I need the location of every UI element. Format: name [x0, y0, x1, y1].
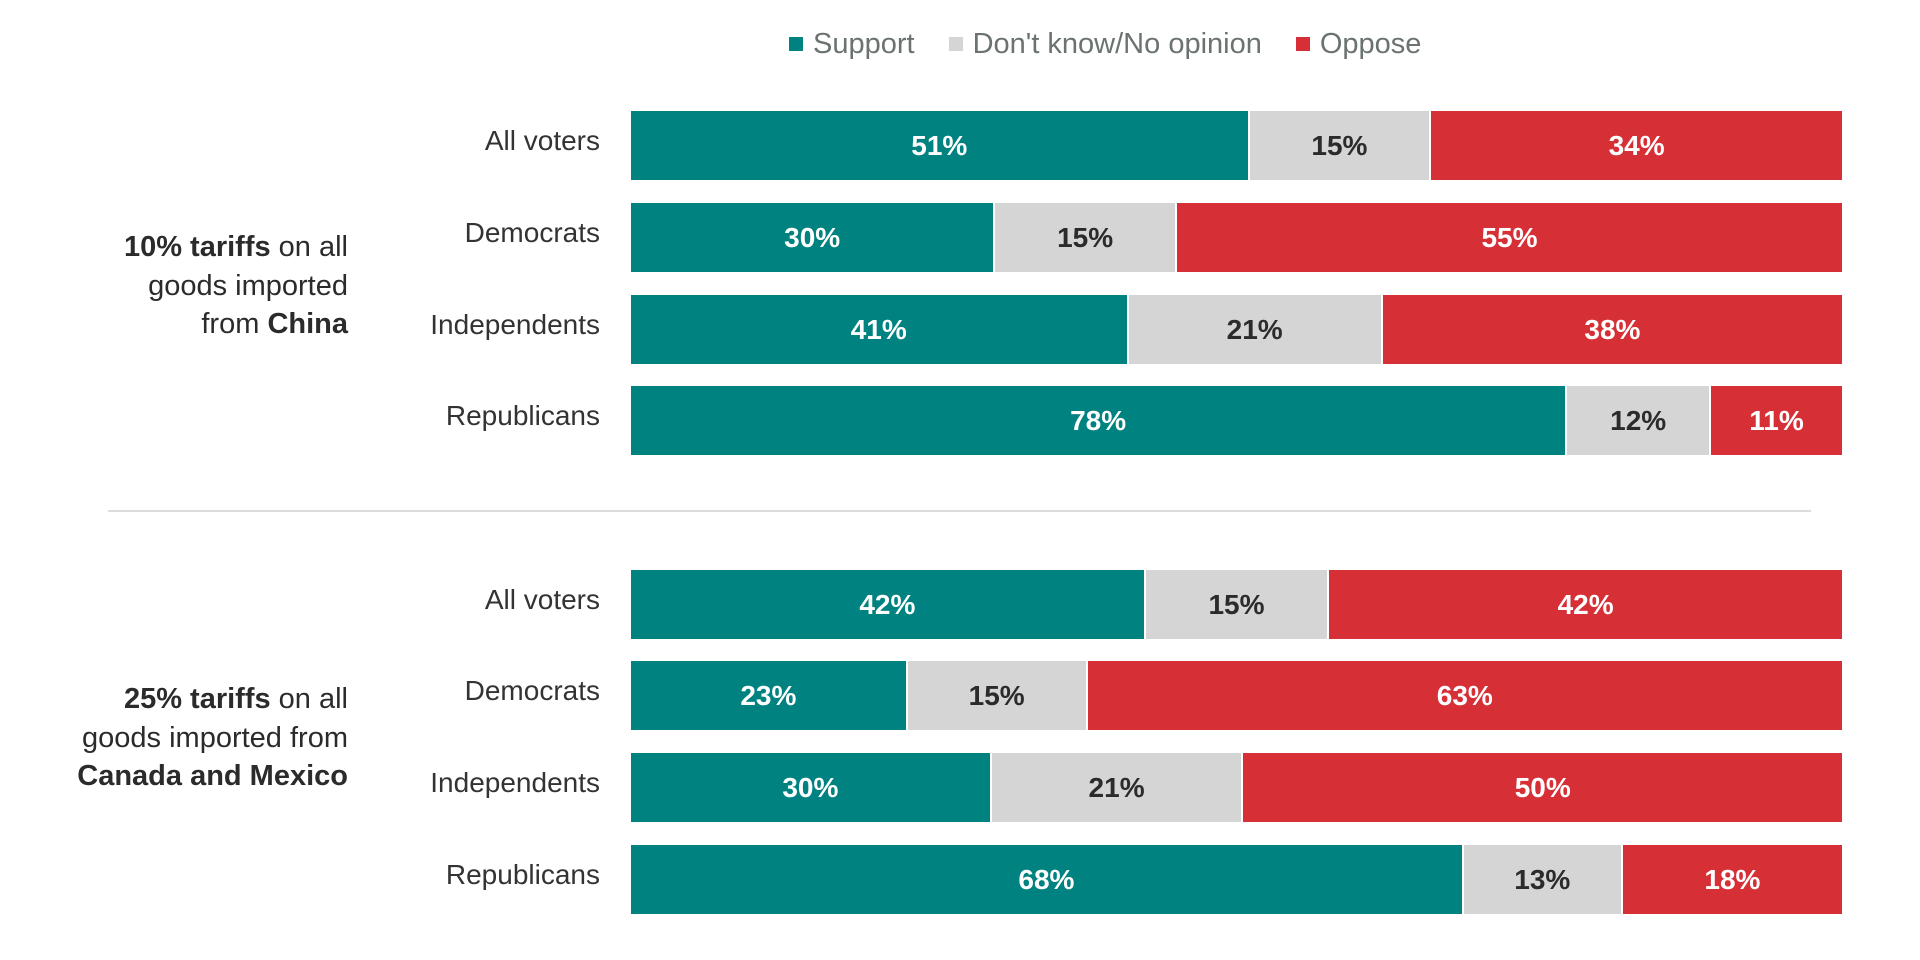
data-label: 78%	[1070, 404, 1127, 436]
bar-segment-dont-know: 15%	[907, 661, 1086, 730]
data-label: 15%	[1311, 129, 1368, 161]
category-label: Democrats	[464, 217, 600, 248]
panel-title-part: on all	[270, 683, 348, 715]
bar-segment-support: 30%	[631, 753, 990, 822]
category-label: Independents	[430, 767, 600, 798]
data-label: 30%	[784, 221, 841, 253]
stacked-bar: 23% 15% 63%	[631, 661, 1842, 730]
data-label: 38%	[1584, 313, 1641, 345]
data-label: 41%	[850, 313, 907, 345]
stacked-bar: 30% 21% 50%	[631, 753, 1842, 822]
panel-title-part: Canada and Mexico	[77, 760, 348, 792]
category-label: Republicans	[445, 400, 600, 431]
data-label: 50%	[1514, 771, 1571, 803]
stacked-bar: 41% 21% 38%	[631, 295, 1842, 364]
data-label: 30%	[782, 771, 839, 803]
legend: Support Don't know/No opinion Oppose	[789, 24, 1421, 64]
bar-segment-dont-know: 21%	[991, 753, 1242, 822]
bar-segment-oppose: 42%	[1329, 570, 1842, 639]
legend-swatch-support	[789, 37, 803, 51]
bar-segment-oppose: 55%	[1176, 203, 1842, 272]
legend-item-dont-know: Don't know/No opinion	[948, 27, 1262, 61]
panel-divider	[108, 510, 1811, 512]
stacked-bar: 78% 12% 11%	[631, 386, 1842, 455]
bar-segment-support: 42%	[631, 570, 1144, 639]
data-label: 12%	[1610, 404, 1667, 436]
bar-segment-oppose: 50%	[1243, 753, 1842, 822]
data-label: 18%	[1704, 863, 1761, 895]
bar-segment-support: 68%	[631, 845, 1462, 914]
legend-label-oppose: Oppose	[1319, 27, 1422, 60]
bar-segment-oppose: 34%	[1431, 111, 1842, 180]
data-label: 15%	[1208, 588, 1265, 620]
stacked-bar: 42% 15% 42%	[631, 570, 1842, 639]
category-label: All voters	[484, 125, 600, 156]
bar-segment-dont-know: 12%	[1567, 386, 1710, 455]
data-label: 21%	[1088, 771, 1145, 803]
legend-label-support: Support	[813, 27, 915, 60]
bar-segment-support: 41%	[631, 295, 1127, 364]
data-label: 42%	[1557, 588, 1614, 620]
bar-segment-support: 78%	[631, 386, 1566, 455]
data-label: 63%	[1436, 679, 1493, 711]
panel-title-part: 10% tariffs	[123, 231, 271, 263]
bar-segment-dont-know: 15%	[1249, 111, 1430, 180]
legend-swatch-dont-know	[948, 37, 963, 51]
data-label: 55%	[1481, 221, 1538, 253]
legend-label-dont-know: Don't know/No opinion	[972, 27, 1262, 60]
data-label: 23%	[740, 679, 797, 711]
data-label: 15%	[1057, 221, 1114, 253]
data-label: 21%	[1226, 313, 1283, 345]
bar-segment-oppose: 38%	[1382, 295, 1842, 364]
legend-item-oppose: Oppose	[1295, 27, 1422, 61]
data-label: 42%	[859, 588, 916, 620]
data-label: 13%	[1514, 863, 1571, 895]
category-label: Independents	[430, 309, 600, 340]
data-label: 15%	[968, 679, 1025, 711]
bar-segment-support: 23%	[631, 661, 906, 730]
data-label: 34%	[1608, 129, 1665, 161]
legend-item-support: Support	[789, 28, 915, 61]
panel-title-part: goods imported from	[82, 721, 348, 754]
panel-title-part: 25% tariffs	[123, 683, 271, 715]
bar-segment-oppose: 11%	[1711, 386, 1842, 455]
bar-segment-support: 30%	[631, 203, 994, 272]
bar-segment-dont-know: 13%	[1463, 845, 1621, 914]
panel-title-part: from	[201, 308, 268, 340]
legend-swatch-oppose	[1295, 37, 1310, 51]
category-label: Republicans	[445, 859, 600, 890]
bar-segment-support: 51%	[631, 111, 1248, 180]
bar-segment-oppose: 63%	[1087, 661, 1842, 730]
panel-title-part: on all	[270, 231, 348, 263]
panel-title-part: China	[267, 308, 348, 340]
stacked-bar: 30% 15% 55%	[631, 203, 1842, 272]
category-label: Democrats	[464, 675, 600, 706]
data-label: 11%	[1749, 404, 1804, 436]
bar-segment-dont-know: 15%	[1145, 570, 1328, 639]
stacked-bar: 51% 15% 34%	[631, 111, 1842, 180]
bar-segment-oppose: 18%	[1622, 845, 1842, 914]
stacked-bar: 68% 13% 18%	[631, 845, 1842, 914]
panel-title-2: 25% tariffs on all goods imported from Can…	[18, 680, 348, 796]
panel-title-1: 10% tariffs on all goods imported from Chi…	[18, 228, 348, 344]
panel-title-part: goods imported	[148, 269, 348, 302]
bar-segment-dont-know: 15%	[995, 203, 1175, 272]
category-label: All voters	[484, 584, 600, 615]
data-label: 68%	[1018, 863, 1075, 895]
bar-segment-dont-know: 21%	[1128, 295, 1381, 364]
data-label: 51%	[911, 129, 968, 161]
